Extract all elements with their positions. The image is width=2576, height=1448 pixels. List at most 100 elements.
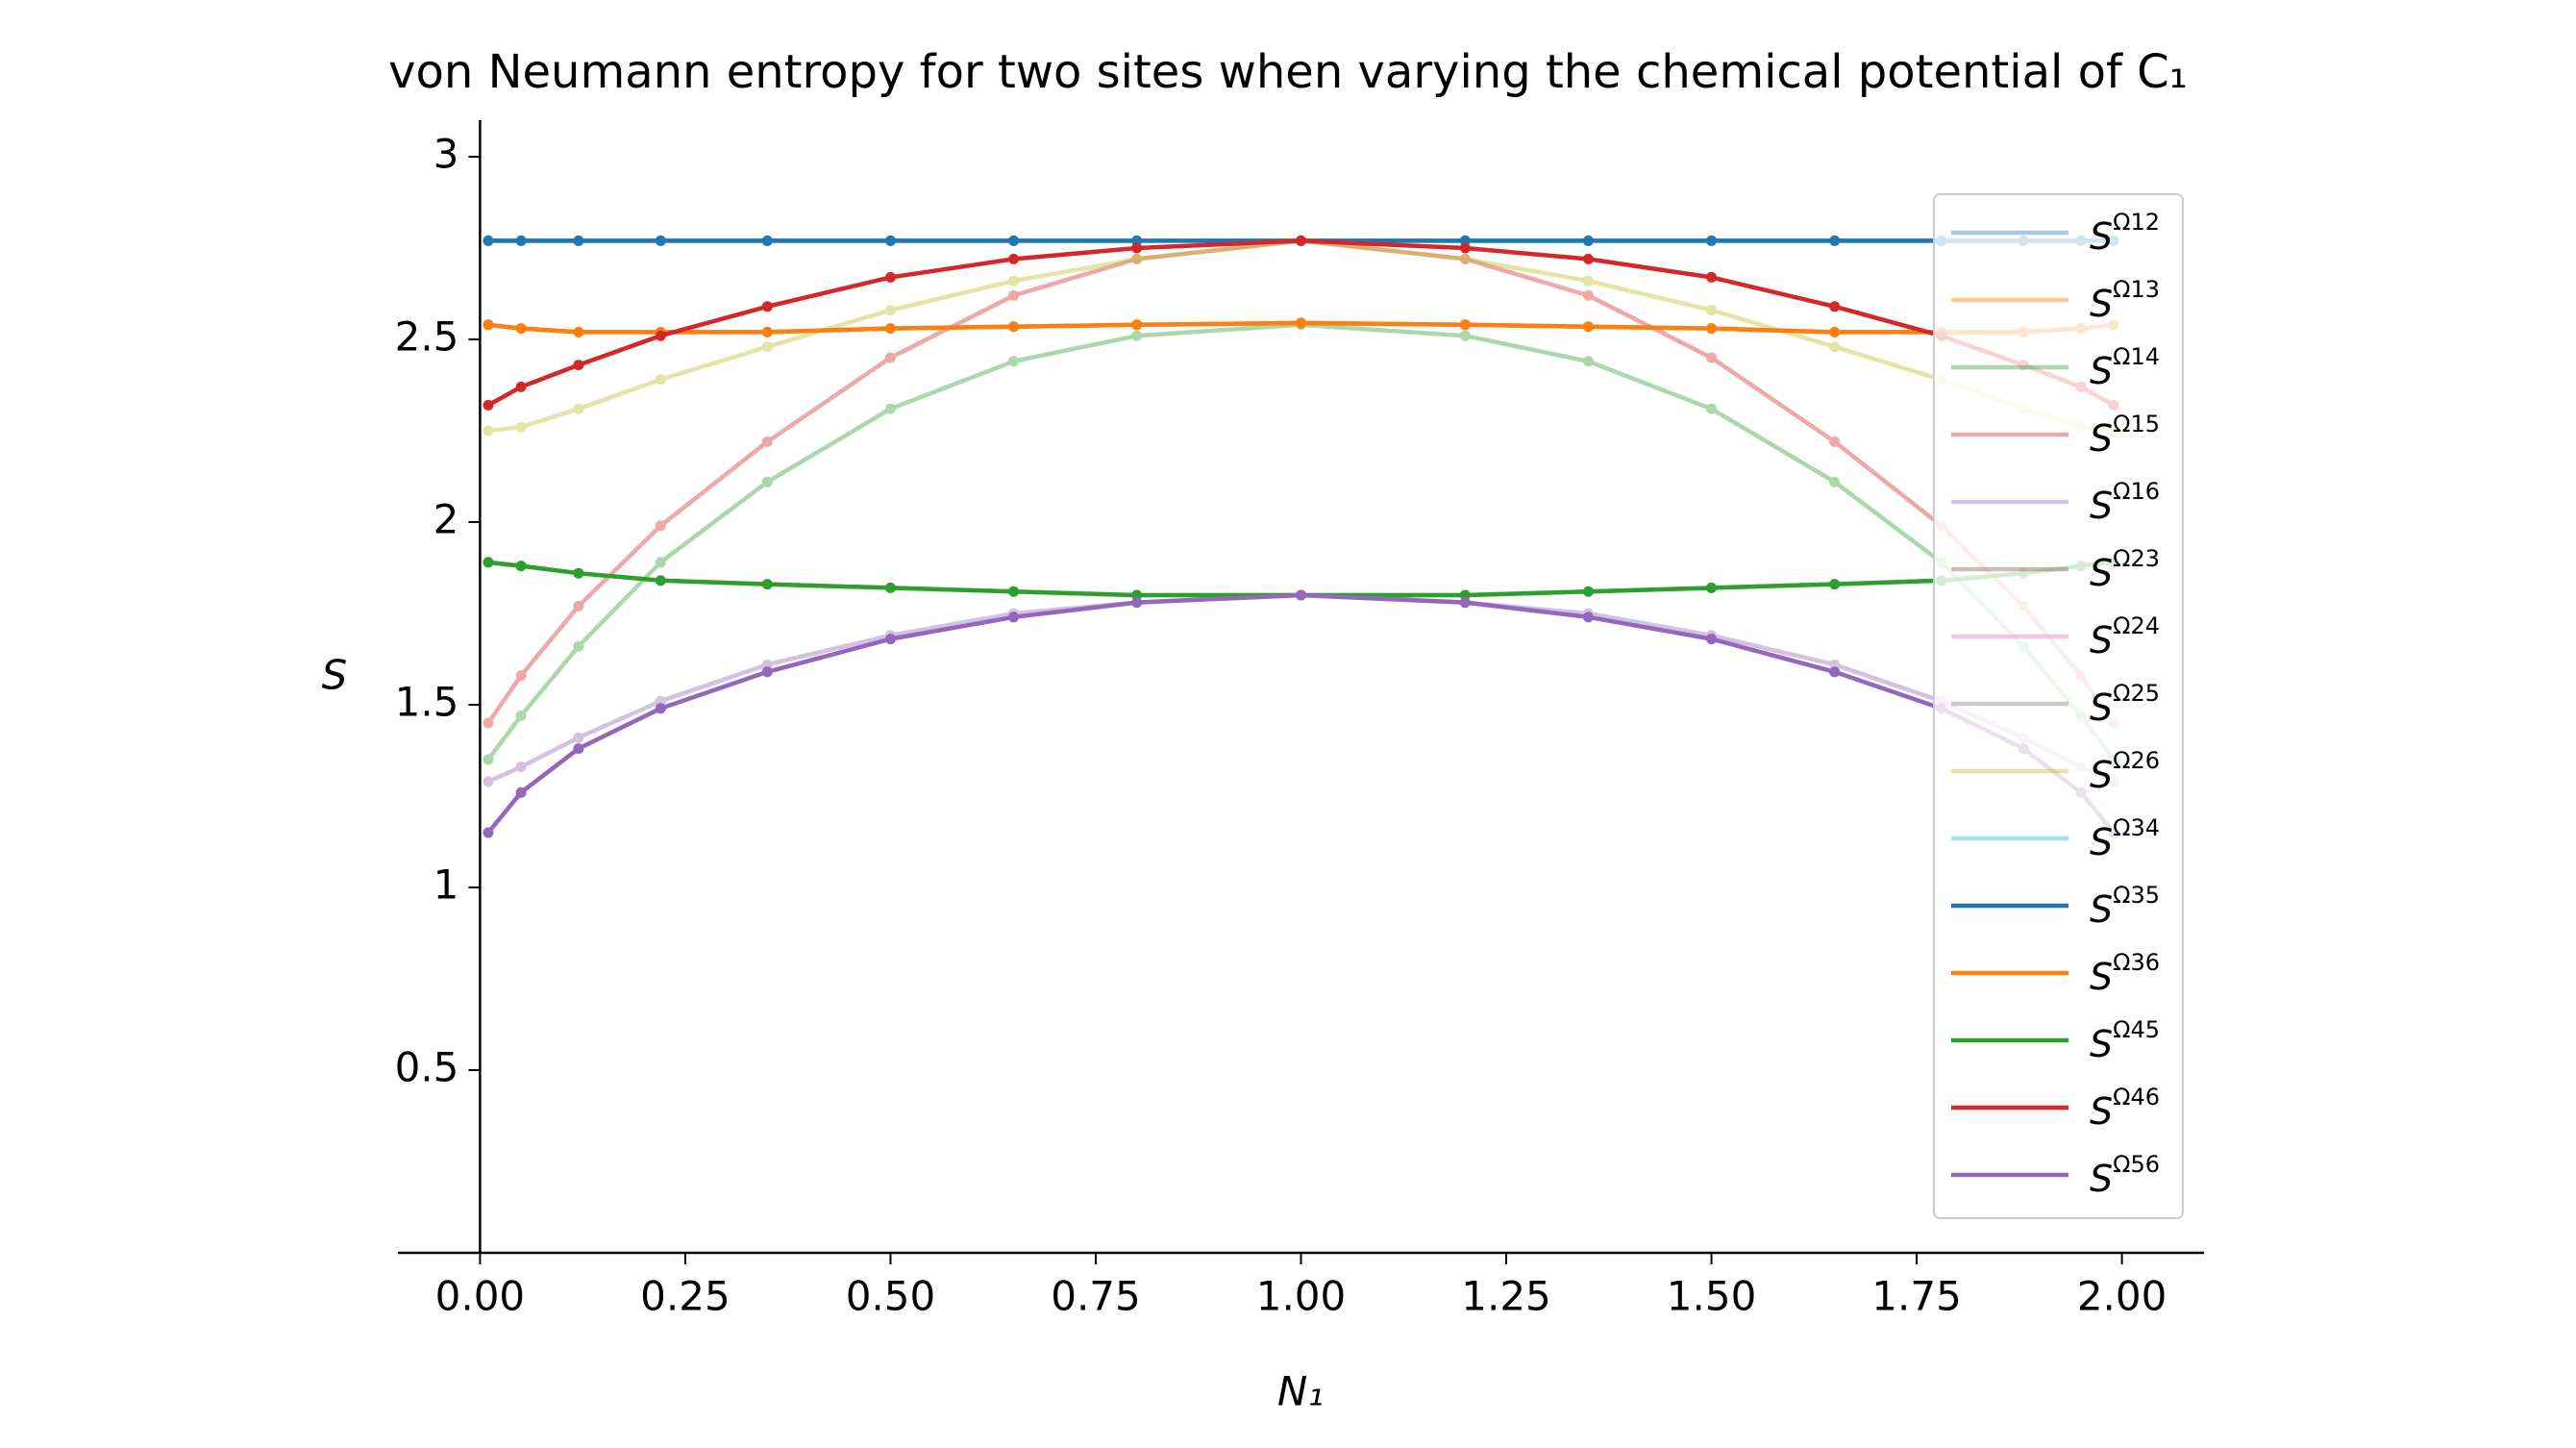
series (483, 235, 2119, 729)
data-point (1459, 253, 1471, 264)
data-point (483, 425, 494, 437)
data-point (1131, 253, 1143, 264)
data-point (515, 323, 527, 335)
data-point (1131, 597, 1143, 609)
data-point (655, 520, 666, 532)
data-point (1706, 403, 1718, 414)
legend-label: SΩ25 (2090, 680, 2160, 729)
data-point (1829, 326, 1841, 337)
data-point (884, 403, 896, 414)
legend-label: SΩ26 (2090, 747, 2160, 796)
data-point (1459, 330, 1471, 341)
legend-label: SΩ56 (2090, 1151, 2160, 1200)
data-point (1008, 275, 1020, 287)
data-point (1706, 582, 1718, 593)
data-point (1296, 317, 1306, 329)
data-point (515, 670, 527, 682)
data-point (761, 436, 773, 447)
legend-label: SΩ23 (2090, 545, 2160, 594)
data-point (655, 330, 666, 341)
data-point (483, 717, 494, 729)
data-point (1582, 235, 1594, 246)
series (483, 235, 2119, 437)
legend-label: SΩ15 (2090, 411, 2160, 460)
data-point (515, 786, 527, 798)
data-point (884, 305, 896, 316)
data-point (1131, 319, 1143, 331)
data-point (483, 235, 494, 246)
data-point (1296, 235, 1306, 246)
data-point (1459, 597, 1471, 609)
data-point (884, 634, 896, 645)
y-tick-label: 1.5 (395, 679, 459, 726)
data-point (655, 575, 666, 587)
legend-label: SΩ24 (2090, 612, 2160, 662)
legend-label: SΩ35 (2090, 882, 2160, 931)
data-point (483, 319, 494, 331)
data-point (761, 301, 773, 312)
data-point (1829, 659, 1841, 670)
data-point (1829, 666, 1841, 678)
x-tick-label: 1.00 (1256, 1273, 1347, 1320)
y-tick-label: 2.5 (395, 313, 459, 361)
series (483, 319, 2119, 765)
y-tick-label: 3 (433, 131, 459, 178)
x-tick-label: 0.75 (1051, 1273, 1141, 1320)
legend-label: SΩ16 (2090, 478, 2160, 527)
data-point (573, 640, 584, 652)
x-tick-label: 2.00 (2077, 1273, 2167, 1320)
data-point (884, 582, 896, 593)
data-point (1706, 323, 1718, 335)
x-tick-label: 0.25 (640, 1273, 731, 1320)
data-point (1296, 589, 1306, 601)
x-axis-label: N₁ (1277, 1368, 1324, 1415)
data-point (515, 235, 527, 246)
data-point (761, 476, 773, 487)
data-point (1582, 275, 1594, 287)
data-point (1131, 589, 1143, 601)
y-tick-label: 1 (433, 861, 459, 909)
data-point (1829, 476, 1841, 487)
data-point (483, 557, 494, 568)
data-point (515, 381, 527, 392)
legend-label: SΩ36 (2090, 949, 2160, 998)
data-point (1706, 634, 1718, 645)
y-tick-label: 2 (433, 496, 459, 543)
data-point (1829, 235, 1841, 246)
data-point (1008, 586, 1020, 597)
data-point (1459, 319, 1471, 331)
series-line (487, 238, 2115, 434)
chart-title: von Neumann entropy for two sites when v… (388, 45, 2188, 99)
data-point (655, 695, 666, 707)
data-point (884, 352, 896, 363)
series (483, 317, 2119, 337)
series (483, 589, 2119, 787)
data-point (1582, 586, 1594, 597)
data-point (1706, 305, 1718, 316)
legend-label: SΩ34 (2090, 814, 2160, 863)
data-point (884, 271, 896, 283)
data-point (655, 703, 666, 714)
series-line (486, 322, 2116, 761)
data-point (1131, 242, 1143, 254)
series (483, 589, 2119, 838)
data-point (1706, 271, 1718, 283)
data-point (1582, 612, 1594, 623)
legend-label: SΩ45 (2090, 1016, 2160, 1065)
data-point (515, 761, 527, 773)
data-point (515, 561, 527, 572)
data-point (1008, 356, 1020, 367)
data-point (515, 710, 527, 721)
legend-label: SΩ12 (2090, 209, 2160, 258)
series-line (486, 592, 2116, 835)
data-point (655, 235, 666, 246)
data-point (761, 341, 773, 353)
data-point (483, 827, 494, 838)
data-point (483, 399, 494, 411)
x-tick-label: 1.75 (1871, 1273, 1962, 1320)
data-point (761, 666, 773, 678)
data-point (573, 326, 584, 337)
data-point (1459, 253, 1471, 264)
legend-label: SΩ14 (2090, 343, 2160, 392)
